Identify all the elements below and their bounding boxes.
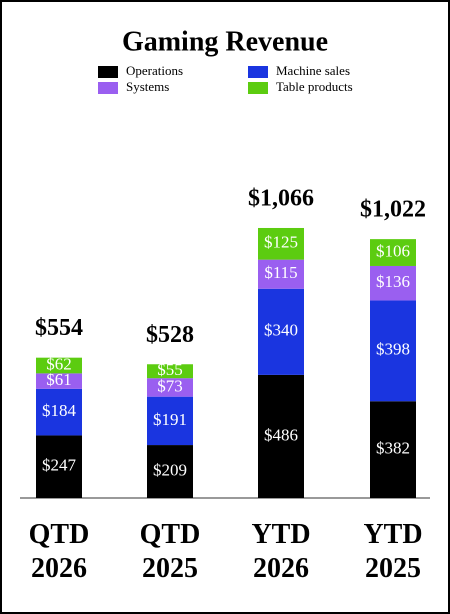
bar-segment <box>258 374 304 498</box>
legend-label: Machine sales <box>276 63 350 78</box>
legend-swatch <box>98 82 118 94</box>
value-label: $115 <box>264 263 297 282</box>
total-label: $554 <box>35 315 83 341</box>
bar-segment <box>258 288 304 375</box>
value-label: $382 <box>376 439 410 458</box>
category-label: QTD 2026 <box>28 519 90 584</box>
bar-segment <box>147 364 193 379</box>
value-label: $55 <box>157 360 183 379</box>
value-label: $184 <box>42 401 77 420</box>
value-label: $61 <box>46 370 72 389</box>
legend-label: Systems <box>126 79 169 94</box>
bar-segment <box>36 435 82 498</box>
category-label: YTD 2025 <box>363 519 423 584</box>
legend-swatch <box>248 82 268 94</box>
value-label: $125 <box>264 233 298 252</box>
bar-segment <box>147 396 193 446</box>
bar-segment <box>36 373 82 389</box>
category-label: YTD 2026 <box>251 519 311 584</box>
value-label: $136 <box>376 272 410 291</box>
bar-segment <box>370 265 416 301</box>
value-label: $191 <box>153 410 187 429</box>
legend-label: Table products <box>276 79 353 94</box>
total-label: $1,022 <box>360 197 426 223</box>
category-label: QTD 2025 <box>139 519 201 584</box>
value-label: $62 <box>46 354 72 373</box>
total-label: $1,066 <box>248 185 314 211</box>
legend-swatch <box>248 66 268 78</box>
value-label: $73 <box>157 376 183 395</box>
bar-segment <box>36 388 82 436</box>
value-label: $340 <box>264 321 298 340</box>
value-label: $486 <box>264 425 298 444</box>
bar-segment <box>370 300 416 402</box>
legend-label: Operations <box>126 63 183 78</box>
bar-segment <box>36 357 82 374</box>
value-label: $247 <box>42 456 77 475</box>
bar-segment <box>147 378 193 397</box>
value-label: $209 <box>153 460 187 479</box>
total-label: $528 <box>146 322 194 348</box>
bar-segment <box>147 445 193 498</box>
value-label: $398 <box>376 340 410 359</box>
bar-segment <box>370 401 416 498</box>
value-label: $106 <box>376 241 410 260</box>
bar-segment <box>258 227 304 260</box>
bar-segment <box>370 239 416 266</box>
chart-title: Gaming Revenue <box>122 26 328 57</box>
bar-segment <box>258 259 304 289</box>
legend-swatch <box>98 66 118 78</box>
